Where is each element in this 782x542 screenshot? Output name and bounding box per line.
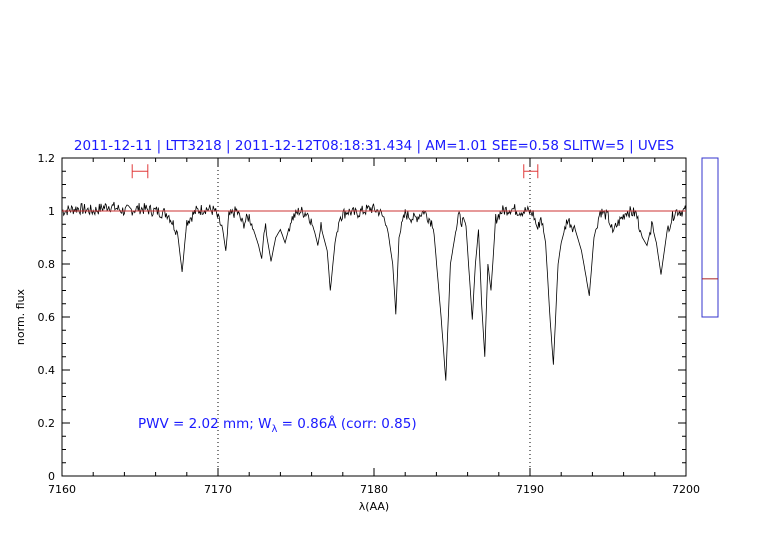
annotation-suffix: = 0.86Å (corr: 0.85) (277, 415, 416, 432)
annotation-subscript: λ (271, 424, 277, 435)
spectrum-line (61, 201, 687, 381)
x-tick-label: 7190 (516, 483, 544, 496)
y-tick-label: 1.2 (38, 152, 56, 165)
side-indicator-box (701, 157, 719, 318)
y-tick-label: 0.8 (38, 258, 56, 271)
x-tick-label: 7170 (204, 483, 232, 496)
red-error-bars (131, 164, 539, 179)
y-tick-label: 1 (48, 205, 55, 218)
x-tick-label: 7200 (672, 483, 700, 496)
x-tick-label: 7180 (360, 483, 388, 496)
annotation-prefix: PWV = 2.02 mm; W (138, 416, 271, 432)
side-indicator (701, 157, 719, 318)
y-tick-label: 0.4 (38, 364, 56, 377)
y-tick-label: 0.6 (38, 311, 56, 324)
y-tick-label: 0.2 (38, 417, 56, 430)
x-axis-label: λ(AA) (359, 500, 389, 513)
chart-title: 2011-12-11 | LTT3218 | 2011-12-12T08:18:… (74, 138, 674, 154)
pwv-annotation: PWV = 2.02 mm; Wλ = 0.86Å (corr: 0.85) (138, 415, 417, 435)
x-tick-label: 7160 (48, 483, 76, 496)
series-group (61, 201, 687, 381)
y-axis-label: norm. flux (14, 288, 27, 345)
y-tick-label: 0 (48, 470, 55, 483)
